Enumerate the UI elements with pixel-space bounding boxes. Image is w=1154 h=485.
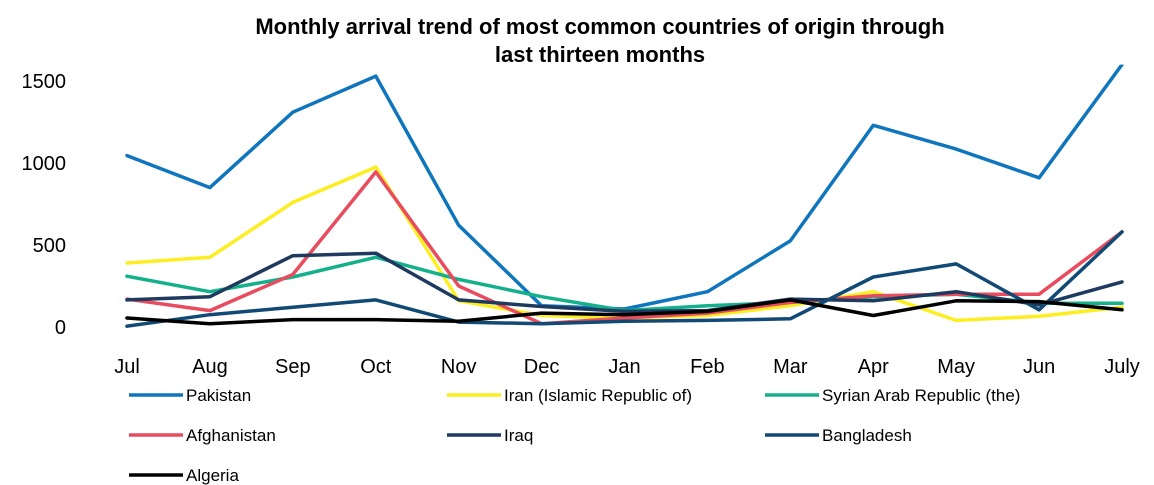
legend: Pakistan Iran (Islamic Republic of) Syrian… xyxy=(129,386,1020,485)
legend-label: Iran (Islamic Republic of) xyxy=(504,386,692,405)
legend-item-afghanistan: Afghanistan xyxy=(129,426,276,445)
legend-item-bangladesh: Bangladesh xyxy=(765,426,912,445)
x-tick-label: May xyxy=(937,356,975,378)
y-tick-label: 0 xyxy=(55,317,66,339)
series-line-iraq xyxy=(125,251,1124,314)
x-tick-label: Oct xyxy=(360,356,392,378)
legend-item-syrian-arab-republic-the: Syrian Arab Republic (the) xyxy=(765,386,1020,405)
x-tick-label: Jul xyxy=(114,356,140,378)
legend-label: Iraq xyxy=(504,426,533,445)
legend-label: Algeria xyxy=(186,466,239,485)
series-line-algeria xyxy=(125,298,1124,326)
x-tick-label: Sep xyxy=(275,356,311,378)
x-tick-label: July xyxy=(1104,356,1140,378)
x-tick-label: Apr xyxy=(858,356,889,378)
legend-item-iraq: Iraq xyxy=(447,426,533,445)
y-tick-label: 500 xyxy=(33,235,66,257)
y-tick-label: 1500 xyxy=(22,71,67,93)
x-tick-label: Mar xyxy=(773,356,808,378)
x-tick-label: Nov xyxy=(441,356,477,378)
legend-item-algeria: Algeria xyxy=(129,466,239,485)
legend-label: Afghanistan xyxy=(186,426,276,445)
x-tick-label: Jan xyxy=(608,356,640,378)
chart-title-line-2: last thirteen months xyxy=(495,42,705,67)
x-tick-label: Dec xyxy=(524,356,560,378)
x-tick-label: Jun xyxy=(1023,356,1055,378)
x-tick-label: Aug xyxy=(192,356,228,378)
legend-label: Bangladesh xyxy=(822,426,912,445)
legend-item-iran-islamic-republic-of: Iran (Islamic Republic of) xyxy=(447,386,692,405)
y-axis-ticks: 0 500 1000 1500 xyxy=(22,71,67,339)
series-lines xyxy=(125,64,1124,328)
series-line-bangladesh xyxy=(125,230,1124,328)
chart-title: Monthly arrival trend of most common cou… xyxy=(255,14,944,67)
x-tick-label: Feb xyxy=(690,356,724,378)
y-tick-label: 1000 xyxy=(22,153,67,175)
legend-item-pakistan: Pakistan xyxy=(129,386,251,405)
chart-title-line-1: Monthly arrival trend of most common cou… xyxy=(255,14,944,39)
series-line-afghanistan xyxy=(125,170,1124,326)
legend-label: Syrian Arab Republic (the) xyxy=(822,386,1020,405)
x-axis-ticks: Jul Aug Sep Oct Nov Dec Jan Feb Mar Apr May Jun July xyxy=(114,356,1140,378)
legend-label: Pakistan xyxy=(186,386,251,405)
